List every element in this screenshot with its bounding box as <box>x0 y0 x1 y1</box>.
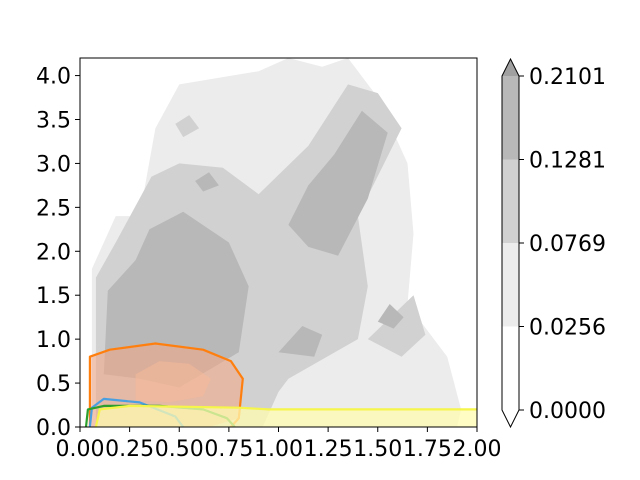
colorbar-tick-label: 0.2101 <box>529 65 606 90</box>
overlay-3-fill <box>95 405 477 427</box>
contour-level-1-region-2 <box>175 115 200 138</box>
y-tick-label: 2.5 <box>36 196 71 221</box>
y-tick-label: 0.0 <box>36 416 71 441</box>
colorbar-tick-label: 0.0000 <box>529 399 606 424</box>
colorbar-tick-label: 0.1281 <box>529 149 606 174</box>
contour-level-2-region-3 <box>377 304 404 329</box>
x-tick-label: 0.75 <box>204 437 253 462</box>
colorbar-extend-min <box>502 410 519 427</box>
x-tick-label: 0.00 <box>56 437 105 462</box>
x-tick-label: 1.25 <box>304 437 353 462</box>
y-tick-label: 1.5 <box>36 284 71 309</box>
contour-level-2-region-4 <box>195 172 219 192</box>
x-tick-label: 1.50 <box>353 437 402 462</box>
overlay-0-line <box>88 342 244 427</box>
density-contour-fills <box>91 58 462 427</box>
y-tick-label: 3.5 <box>36 109 71 134</box>
contour-level-2-region-1 <box>288 110 388 256</box>
colorbar-band-3 <box>502 76 519 160</box>
x-tick-label: 1.75 <box>403 437 452 462</box>
y-tick-label: 2.0 <box>36 240 71 265</box>
contour-level-2-region-2 <box>278 326 323 357</box>
x-tick-label: 2.00 <box>453 437 502 462</box>
contour-level-2-region-0 <box>103 211 249 388</box>
x-tick-label: 0.25 <box>105 437 154 462</box>
x-tick-label: 0.50 <box>155 437 204 462</box>
overlay-contours <box>84 342 477 427</box>
overlay-0-fill-1 <box>135 361 211 403</box>
y-tick-label: 4.0 <box>36 65 71 90</box>
contour-level-1-region-1 <box>367 295 426 357</box>
y-tick-label: 0.5 <box>36 372 71 397</box>
colorbar-tick-label: 0.0769 <box>529 232 606 257</box>
x-tick-label: 1.00 <box>254 437 303 462</box>
x-axis: 0.00 0.25 0.50 0.75 1.00 1.25 1.50 1.75 2.00 <box>56 427 502 462</box>
colorbar-band-2 <box>502 159 519 243</box>
colorbar: 0.0000 0.0256 0.0769 0.1281 0.2101 <box>501 57 606 429</box>
overlay-3-line <box>94 404 477 427</box>
colorbar-band-1 <box>502 243 519 327</box>
y-axis: 0.0 0.5 1.0 1.5 2.0 2.5 3.0 3.5 4.0 <box>36 65 80 441</box>
y-tick-label: 1.0 <box>36 328 71 353</box>
colorbar-tick-label: 0.0256 <box>529 316 606 341</box>
colorbar-band-0 <box>502 326 519 410</box>
colorbar-extend-max <box>502 59 519 76</box>
y-tick-label: 3.0 <box>36 152 71 177</box>
